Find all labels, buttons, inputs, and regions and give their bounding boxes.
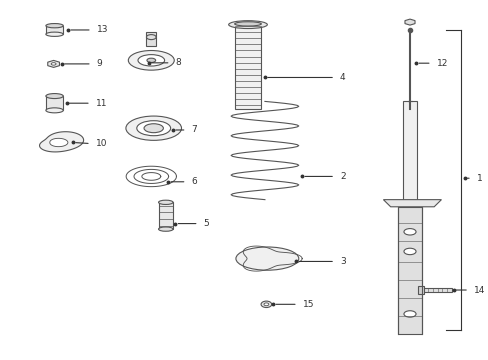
Polygon shape [50,138,68,147]
Ellipse shape [46,108,63,113]
Bar [46,26,63,34]
Bar [402,102,416,202]
Ellipse shape [146,35,156,40]
Ellipse shape [403,229,415,235]
Text: 15: 15 [302,300,313,309]
Text: 12: 12 [436,59,447,68]
Ellipse shape [228,21,267,28]
Text: 11: 11 [96,99,107,108]
Ellipse shape [137,121,170,136]
Ellipse shape [158,227,173,231]
Ellipse shape [128,50,174,70]
Ellipse shape [264,303,268,306]
Text: 7: 7 [191,126,197,135]
Ellipse shape [234,22,261,26]
Ellipse shape [158,200,173,204]
Ellipse shape [146,58,155,63]
Ellipse shape [261,301,271,307]
Text: 8: 8 [175,58,181,67]
Text: 4: 4 [339,73,345,82]
Ellipse shape [138,55,164,66]
Ellipse shape [46,32,63,36]
Polygon shape [404,19,414,25]
Polygon shape [383,200,441,207]
Text: 13: 13 [97,26,108,35]
Ellipse shape [125,116,181,140]
Ellipse shape [403,248,415,255]
Bar [46,96,63,111]
Polygon shape [48,60,60,67]
Bar [417,287,423,294]
Text: 14: 14 [473,285,484,294]
Text: 2: 2 [339,172,345,181]
Ellipse shape [403,311,415,317]
Ellipse shape [235,247,298,270]
Text: 9: 9 [97,59,102,68]
Ellipse shape [51,63,56,65]
Text: 10: 10 [96,139,107,148]
Ellipse shape [144,124,163,133]
Polygon shape [40,132,83,152]
Bar [146,32,156,46]
Bar [422,288,451,292]
Bar [158,202,173,229]
Text: 1: 1 [476,174,482,183]
Text: 6: 6 [191,177,197,186]
Ellipse shape [46,23,63,28]
Bar [234,23,261,109]
Text: 5: 5 [203,219,209,228]
Ellipse shape [46,94,63,99]
Polygon shape [397,207,421,334]
Text: 3: 3 [339,257,345,266]
